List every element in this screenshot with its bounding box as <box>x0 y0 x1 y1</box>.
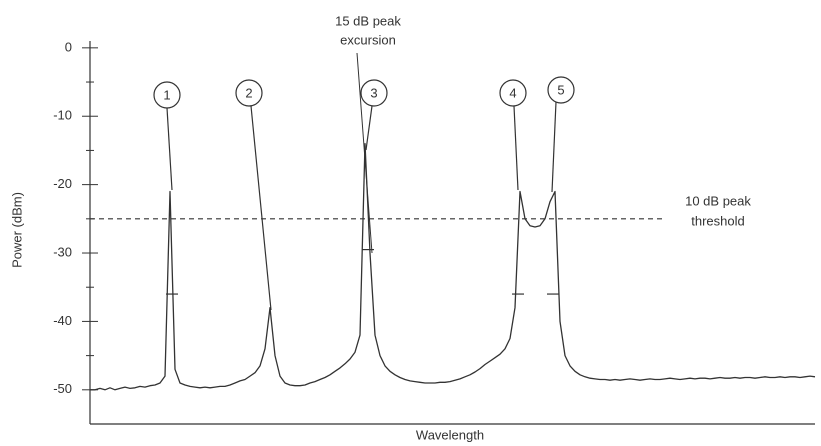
leader-line <box>551 101 557 193</box>
leader-line <box>513 105 519 191</box>
y-tick-label: -40 <box>53 313 72 328</box>
y-tick-label: 0 <box>65 39 72 54</box>
leader-line <box>250 105 272 311</box>
annotation: excursion <box>340 32 396 47</box>
annotation: 15 dB peak <box>335 13 401 28</box>
spectrum-line <box>90 142 816 391</box>
callout-label: 1 <box>163 87 170 102</box>
y-tick-label: -20 <box>53 176 72 191</box>
callout-circle <box>547 76 575 104</box>
callout-label: 2 <box>245 85 252 100</box>
callout-label: 3 <box>370 85 377 100</box>
y-tick-label: -50 <box>53 381 72 396</box>
y-tick-label: -10 <box>53 108 72 123</box>
callout-circle <box>360 79 388 107</box>
leader-line <box>365 105 373 151</box>
x-axis-label: Wavelength <box>416 427 484 442</box>
callout-label: 4 <box>509 85 516 100</box>
peak-callouts <box>153 76 575 311</box>
leader-line <box>166 107 173 191</box>
annotation: threshold <box>691 213 744 228</box>
callout-circle <box>499 79 527 107</box>
y-tick-label: -30 <box>53 244 72 259</box>
y-axis-label: Power (dBm) <box>9 192 24 268</box>
callout-label: 5 <box>557 82 564 97</box>
callout-circle <box>235 79 263 107</box>
annotation: 10 dB peak <box>685 193 751 208</box>
